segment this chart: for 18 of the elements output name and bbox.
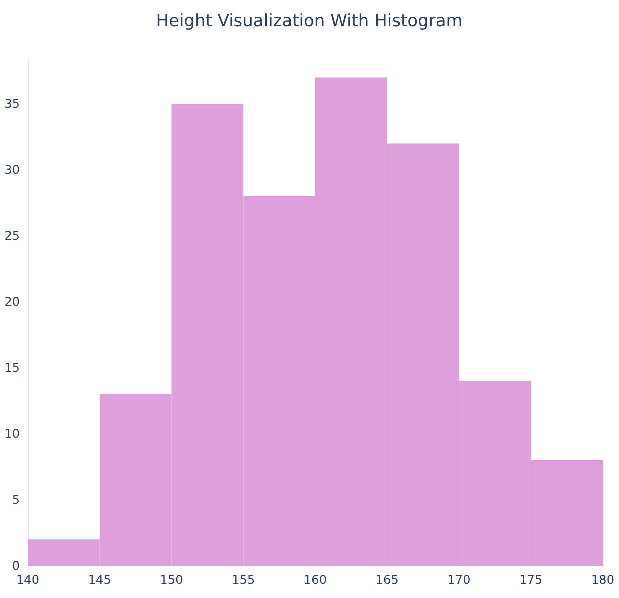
y-tick-label: 25 [4,229,20,244]
x-tick-label: 180 [592,573,614,587]
x-tick-label: 160 [304,573,327,587]
y-tick-label: 5 [12,493,20,508]
x-tick-label: 145 [88,573,112,587]
y-tick-label: 20 [4,295,20,310]
y-tick-label: 15 [4,361,20,376]
y-tick-label: 10 [4,427,20,442]
chart-title: Height Visualization With Histogram [156,12,463,32]
x-tick-label: 155 [232,573,256,587]
y-tick-label: 35 [4,97,20,112]
x-tick-label: 140 [16,573,40,587]
y-tick-label: 30 [4,163,20,178]
x-tick-label: 150 [160,573,184,587]
x-tick-label: 170 [448,573,471,587]
x-tick-label: 165 [376,573,399,587]
x-tick-label: 175 [520,573,543,587]
y-tick-label: 0 [12,559,20,573]
